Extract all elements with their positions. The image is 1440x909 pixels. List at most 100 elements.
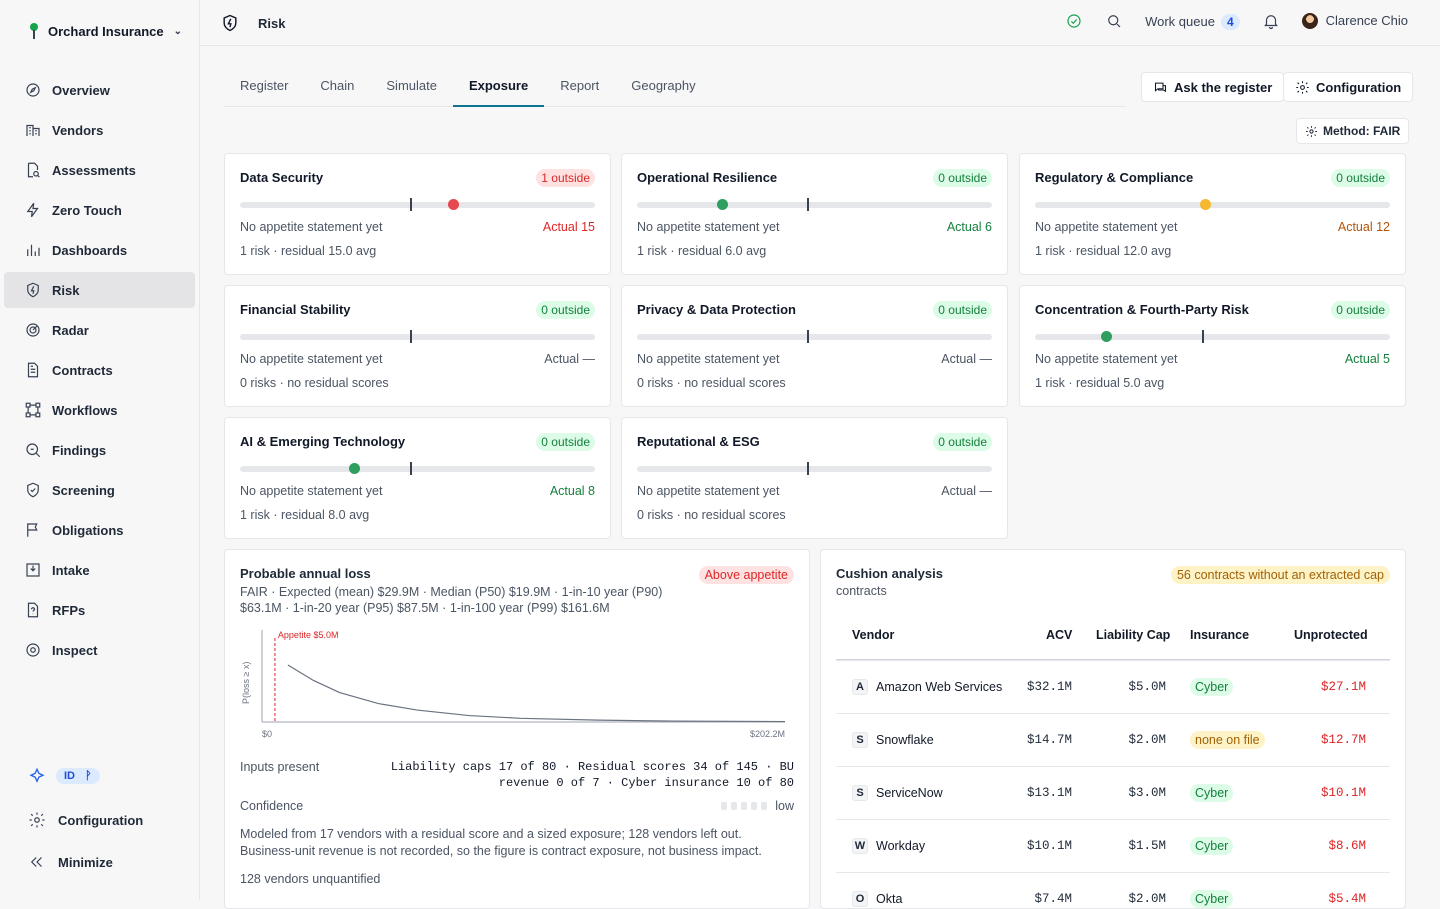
col-unprotected[interactable]: Unprotected (1294, 628, 1368, 642)
id-badge-label: ID (64, 770, 75, 782)
bar-chart-icon (24, 241, 42, 259)
actual-marker (1101, 331, 1112, 342)
tab-geography[interactable]: Geography (631, 78, 696, 93)
sidebar-item-rfps[interactable]: RFPs (4, 592, 195, 628)
search-icon[interactable] (1105, 12, 1123, 30)
category-title: Operational Resilience (637, 170, 778, 185)
sidebar-item-zero-touch[interactable]: Zero Touch (4, 192, 195, 228)
vendor-name[interactable]: Snowflake (876, 733, 934, 747)
risk-meta: 1 risk · residual 5.0 avg (1035, 376, 1165, 390)
sidebar-nav: Overview Vendors Assessments Zero Touch Dash… (4, 72, 195, 672)
appetite-track (240, 330, 595, 343)
method-button[interactable]: Method: FAIR (1296, 118, 1410, 144)
appetite-track (637, 462, 992, 475)
category-card[interactable]: Data Security 1 outside No appetite statem… (224, 153, 611, 275)
sidebar-item-findings[interactable]: Findings (4, 432, 195, 468)
vendor-initial: A (852, 679, 868, 695)
pal-note: Modeled from 17 vendors with a residual … (240, 827, 762, 858)
workflow-icon (24, 401, 42, 419)
appetite-marker (410, 330, 413, 343)
category-card[interactable]: Financial Stability 0 outside No appetite … (224, 285, 611, 407)
sidebar-item-overview[interactable]: Overview (4, 72, 195, 108)
ask-register-button[interactable]: Ask the register (1141, 72, 1285, 102)
insurance-badge: Cyber (1190, 890, 1234, 908)
outside-badge: 0 outside (933, 301, 992, 319)
category-title: Data Security (240, 170, 324, 185)
status-check-icon[interactable] (1065, 12, 1083, 30)
loss-curve (287, 664, 786, 723)
user-menu[interactable]: Clarence Chio (1301, 12, 1408, 30)
sidebar-item-screening[interactable]: Screening (4, 472, 195, 508)
sidebar-item-dashboards[interactable]: Dashboards (4, 232, 195, 268)
actual-value: Actual 6 (946, 220, 992, 234)
sidebar-item-obligations[interactable]: Obligations (4, 512, 195, 548)
x-tick-label: $202.2M (750, 729, 785, 739)
tab-register[interactable]: Register (240, 78, 289, 93)
appetite-marker (410, 198, 413, 211)
user-name: Clarence Chio (1325, 12, 1408, 28)
unquantified-count: 128 vendors unquantified (240, 872, 381, 886)
vendor-name[interactable]: Workday (876, 839, 926, 853)
chevron-down-icon: ⌄ (173, 25, 182, 37)
risk-tabs: Register Chain Simulate Exposure Report Geogr… (224, 70, 1126, 107)
id-badge[interactable]: ID ᚹ (56, 768, 100, 784)
pal-subtitle: FAIR · Expected (mean) $29.9M · Median (… (240, 585, 663, 615)
file-text-icon (24, 361, 42, 379)
sidebar-item-contracts[interactable]: Contracts (4, 352, 195, 388)
tab-exposure[interactable]: Exposure (452, 70, 545, 107)
risk-meta: 0 risks · no residual scores (637, 508, 786, 522)
search-file-icon (24, 441, 42, 459)
tab-report[interactable]: Report (560, 78, 600, 93)
missing-cap-badge: 56 contracts without an extracted cap (1170, 566, 1390, 584)
category-card[interactable]: Concentration & Fourth-Party Risk 0 outsi… (1019, 285, 1406, 407)
org-switcher[interactable]: Orchard Insurance ⌄ (28, 22, 182, 40)
category-card[interactable]: Reputational & ESG 0 outside No appetite s… (621, 417, 1008, 539)
cap-value: $1.5M (1128, 839, 1166, 853)
bell-icon[interactable] (1262, 12, 1280, 30)
col-insurance[interactable]: Insurance (1190, 628, 1250, 642)
sidebar-item-inspect[interactable]: Inspect (4, 632, 195, 668)
table-row[interactable]: W Workday $10.1M $1.5M Cyber $8.6M (836, 819, 1390, 872)
cushion-title: Cushion analysis (836, 566, 943, 581)
col-liability-cap[interactable]: Liability Cap (1096, 628, 1171, 642)
sidebar-item-vendors[interactable]: Vendors (4, 112, 195, 148)
vendor-name[interactable]: ServiceNow (876, 786, 943, 800)
sidebar-item-risk[interactable]: Risk (4, 272, 195, 308)
category-card[interactable]: Privacy & Data Protection 0 outside No app… (621, 285, 1008, 407)
category-card[interactable]: Regulatory & Compliance 0 outside No appet… (1019, 153, 1406, 275)
sidebar-item-workflows[interactable]: Workflows (4, 392, 195, 428)
vendor-initial: S (852, 785, 868, 801)
minimize-button[interactable]: Minimize (0, 842, 200, 882)
y-axis-label: P(loss ≥ x) (241, 662, 251, 704)
category-card[interactable]: AI & Emerging Technology 0 outside No appe… (224, 417, 611, 539)
confidence-pip (761, 802, 768, 810)
cap-value: $2.0M (1128, 733, 1166, 747)
acv-value: $10.1M (1026, 839, 1072, 853)
col-acv[interactable]: ACV (1046, 628, 1073, 642)
sidebar-item-label: Zero Touch (52, 202, 122, 218)
configuration-button[interactable]: Configuration (1283, 72, 1414, 102)
tab-simulate[interactable]: Simulate (386, 78, 437, 93)
table-row[interactable]: O Okta $7.4M $2.0M Cyber $5.4M (836, 872, 1390, 908)
sidebar-item-intake[interactable]: Intake (4, 552, 195, 588)
vendor-name[interactable]: Okta (876, 892, 903, 906)
category-card[interactable]: Operational Resilience 0 outside No appeti… (621, 153, 1008, 275)
sidebar-item-assessments[interactable]: Assessments (4, 152, 195, 188)
chat-icon (1154, 82, 1167, 92)
outside-badge: 0 outside (933, 169, 992, 187)
vendor-name[interactable]: Amazon Web Services (876, 680, 1003, 694)
compass-icon (24, 81, 42, 99)
col-vendor[interactable]: Vendor (852, 628, 895, 642)
workspace-tags: ID ᚹ (0, 760, 200, 792)
sidebar-item-label: Contracts (52, 362, 113, 378)
cushion-subtitle: contracts (836, 584, 887, 598)
work-queue-button[interactable]: Work queue 4 (1145, 13, 1240, 30)
table-row[interactable]: S Snowflake $14.7M $2.0M none on file $12.7M (836, 713, 1390, 766)
sidebar-configuration[interactable]: Configuration (0, 800, 200, 840)
sidebar-item-label: Obligations (52, 522, 124, 538)
table-row[interactable]: A Amazon Web Services $32.1M $5.0M Cyber $27.… (836, 660, 1390, 713)
sidebar-item-radar[interactable]: Radar (4, 312, 195, 348)
gear-icon (1296, 80, 1309, 94)
tab-chain[interactable]: Chain (320, 78, 355, 93)
table-row[interactable]: S ServiceNow $13.1M $3.0M Cyber $10.1M (836, 766, 1390, 819)
